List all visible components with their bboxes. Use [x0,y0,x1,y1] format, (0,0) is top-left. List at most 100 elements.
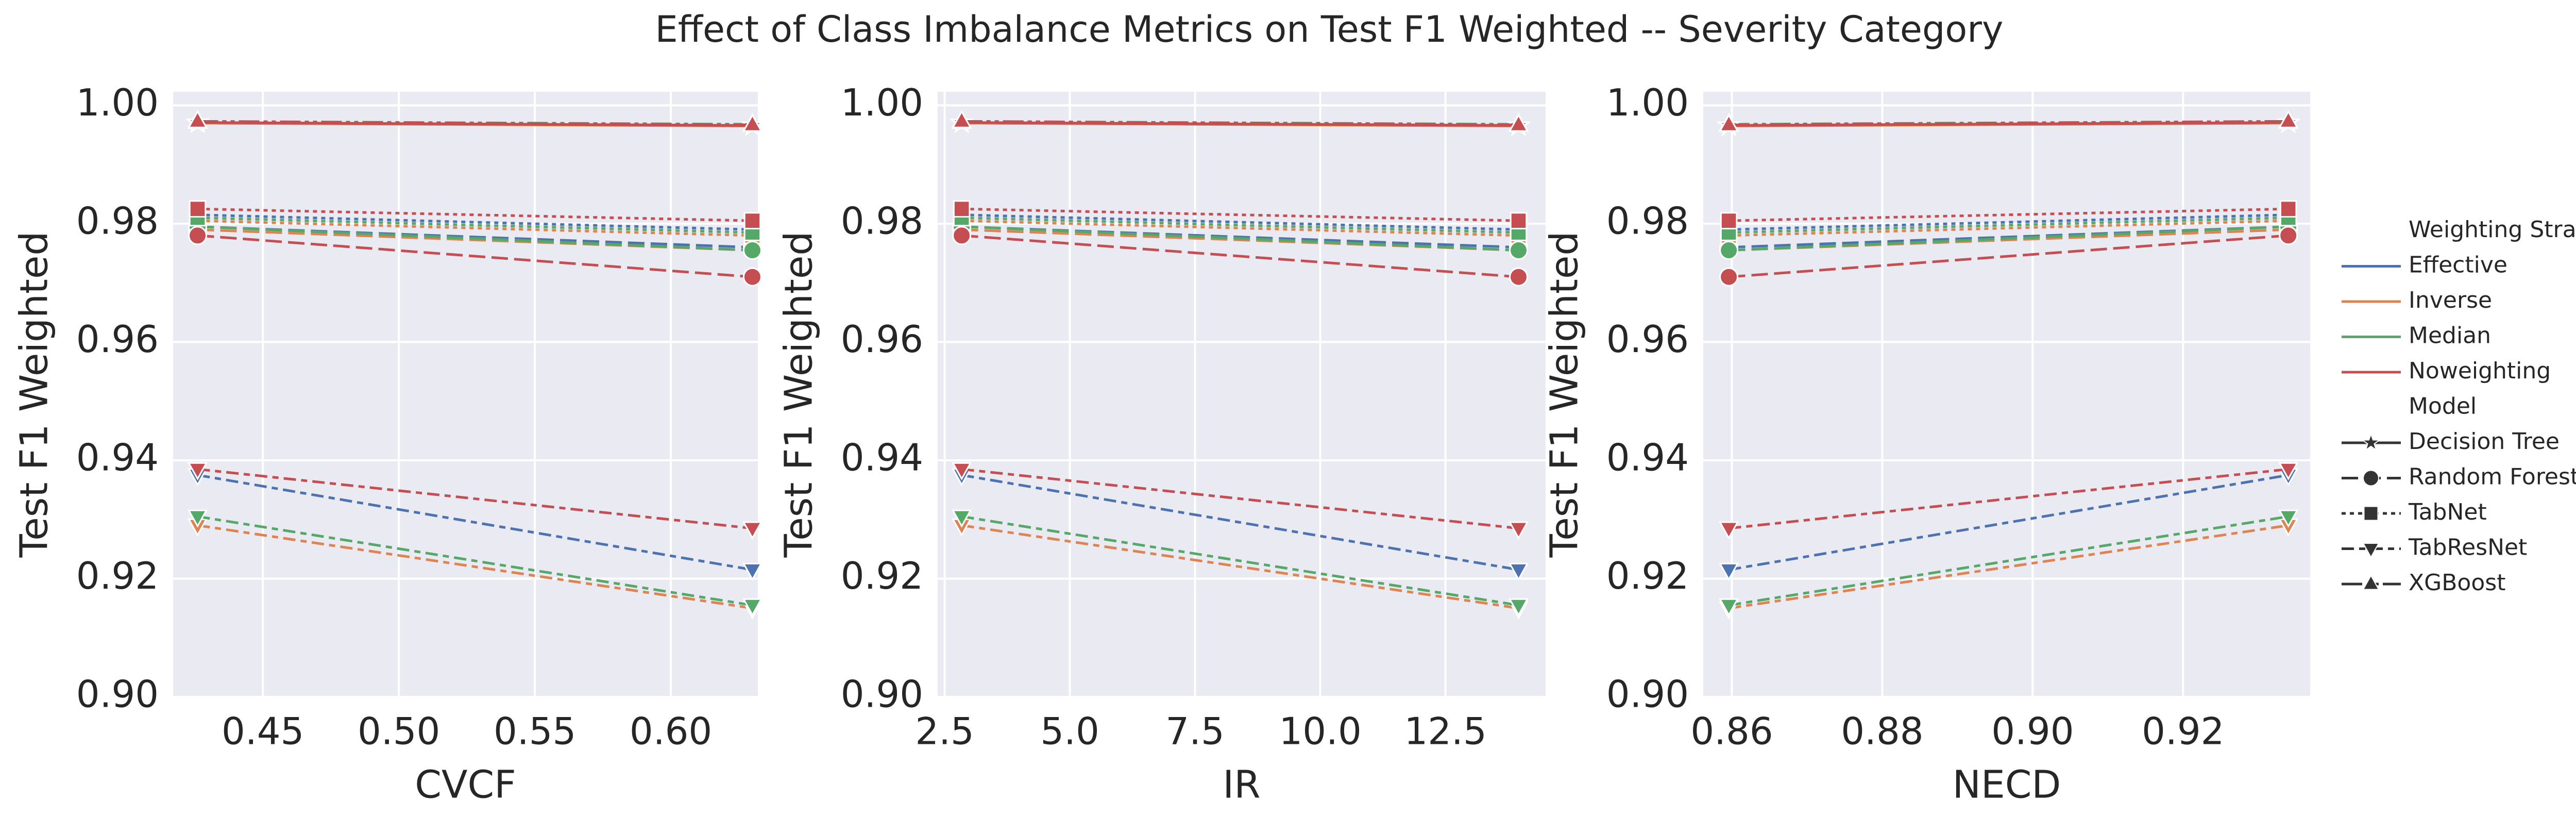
x-tick-label: 0.90 [1991,710,2074,753]
plot-area [173,92,758,697]
marker [1719,562,1739,581]
line [197,219,753,237]
x-axis-label: NECD [1953,763,2061,807]
legend-marker [2362,543,2380,559]
x-tick-label: 0.45 [222,710,304,753]
marker [1720,212,1738,229]
line [961,213,1519,231]
legend-marker [2362,574,2380,590]
line [1728,234,2289,278]
line [961,225,1519,252]
legend-title: Model [2409,393,2477,420]
line [1728,219,2289,237]
line [961,234,1519,278]
legend-label: TabNet [2408,499,2487,525]
marker [187,110,208,128]
x-axis-label: IR [1223,763,1260,807]
y-axis-label: Test F1 Weighted [1543,231,1587,558]
plot-area [1703,92,2310,697]
marker [187,509,208,528]
line [1728,474,2289,571]
y-tick-label: 0.94 [76,436,159,479]
y-tick-label: 0.92 [841,554,923,597]
legend-label: Median [2409,323,2491,349]
line [1728,225,2289,252]
y-tick-label: 0.96 [1606,318,1689,361]
y-tick-label: 0.92 [76,554,159,597]
line [961,468,1519,530]
x-tick-label: 0.60 [630,710,712,753]
legend-label: XGBoost [2409,570,2505,596]
line [197,213,753,231]
line [197,524,753,610]
line [197,120,753,126]
marker [952,226,972,245]
line [1728,207,2289,222]
line [961,120,1519,126]
marker [742,598,762,617]
line [1728,213,2289,231]
marker [1719,241,1739,260]
marker [189,200,207,218]
line [197,225,753,252]
line [1728,468,2289,530]
marker [1508,562,1529,581]
y-tick-label: 0.94 [1606,436,1689,479]
line [961,524,1519,610]
marker [743,212,761,229]
y-tick-label: 0.94 [841,436,923,479]
y-tick-label: 1.00 [76,81,159,124]
x-tick-label: 0.50 [358,710,440,753]
marker [188,226,208,245]
line [961,474,1519,571]
y-axis-label: Test F1 Weighted [777,231,821,558]
marker [2278,462,2299,480]
y-axis-label: Test F1 Weighted [12,231,57,558]
marker [1508,521,1529,540]
marker [952,462,972,480]
marker [742,267,762,287]
line [197,216,753,234]
line [1728,515,2289,607]
marker [742,113,762,132]
legend-label: Noweighting [2409,358,2551,384]
y-tick-label: 0.98 [841,199,923,242]
legend-label: Decision Tree [2409,428,2560,455]
marker [187,462,208,480]
x-tick-label: 5.0 [1040,710,1099,753]
legend-marker [2363,506,2379,521]
y-tick-label: 0.90 [76,673,159,716]
marker [1509,267,1529,287]
marker [952,110,972,128]
marker [742,241,762,260]
marker [952,509,972,528]
marker [742,562,762,581]
x-tick-label: 10.0 [1279,710,1361,753]
x-tick-label: 0.86 [1690,710,1773,753]
y-tick-label: 1.00 [841,81,923,124]
series-group [950,110,1531,620]
legend-marker [2362,470,2380,487]
line [1728,216,2289,234]
marker [1510,212,1528,229]
line [1728,524,2289,610]
marker [742,521,762,540]
line [1728,120,2289,126]
legend-title: Weighting Strategy [2409,217,2576,243]
line [197,207,753,222]
y-tick-label: 1.00 [1606,81,1689,124]
x-tick-label: 0.55 [494,710,576,753]
y-tick-label: 0.98 [76,199,159,242]
marker [1719,521,1739,540]
y-tick-label: 0.96 [76,318,159,361]
line [961,219,1519,237]
marker [2278,509,2299,528]
marker [2279,226,2298,245]
x-tick-label: 12.5 [1404,710,1486,753]
y-tick-label: 0.96 [841,318,923,361]
marker [1508,113,1529,132]
series-group [1717,110,2300,620]
marker [1719,598,1739,617]
legend-label: Effective [2409,252,2507,278]
